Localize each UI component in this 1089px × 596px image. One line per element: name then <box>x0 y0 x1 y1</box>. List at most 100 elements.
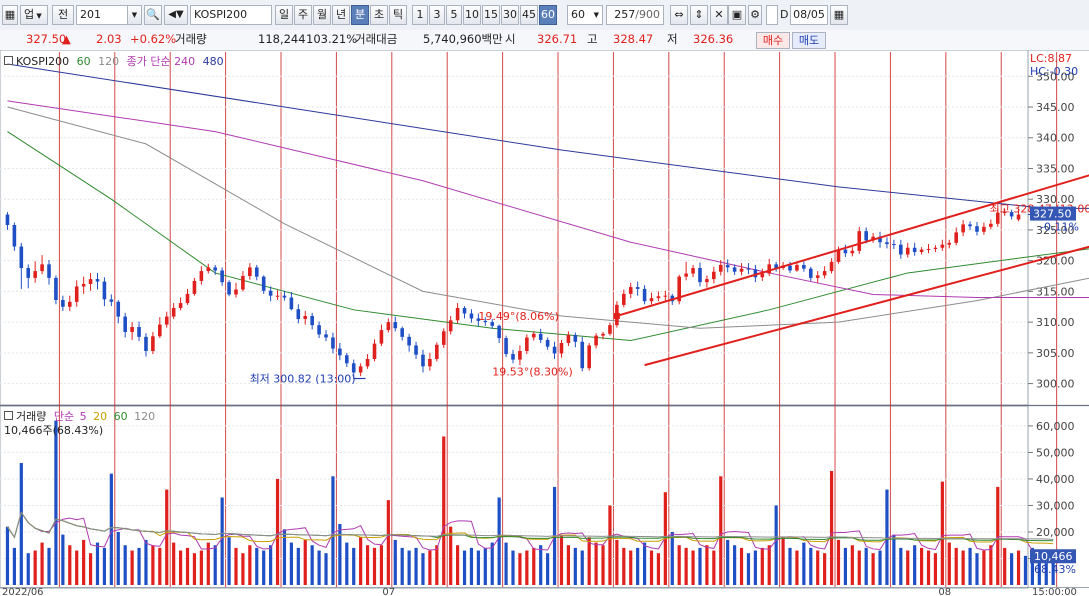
candle-body-32 <box>227 282 231 295</box>
volume-bar-59 <box>414 547 418 585</box>
count-value: 257 <box>614 8 636 21</box>
count-total: /900 <box>635 8 660 21</box>
volume-tick-label-3: 40,000 <box>1036 473 1075 486</box>
interval-button-0[interactable]: 1 <box>412 5 428 25</box>
candle-body-129 <box>899 244 903 255</box>
period-button-5[interactable]: 초 <box>370 5 388 25</box>
calendar-icon[interactable]: ▦ <box>830 5 848 25</box>
ma60-legend: 60 <box>76 55 91 68</box>
interval-button-1[interactable]: 3 <box>429 5 445 25</box>
candle-body-45 <box>317 325 321 335</box>
category-select[interactable]: 업 ▼ <box>20 5 48 25</box>
candle-body-111 <box>774 264 778 269</box>
candle-body-2 <box>19 246 24 269</box>
period-button-0[interactable]: 일 <box>275 5 293 25</box>
compress-icon[interactable]: ⇔ <box>670 5 688 25</box>
candle-body-31 <box>220 270 224 283</box>
volume-legend: 거래량 단순 5 20 60 120 <box>4 408 155 424</box>
chart-type-icon[interactable]: ▦ <box>2 5 18 25</box>
candle-body-136 <box>947 242 952 245</box>
candle-body-103 <box>718 264 723 272</box>
candle-body-4 <box>33 271 37 278</box>
settings-icon[interactable]: ⚙ <box>748 5 762 25</box>
volume-bar-40 <box>282 529 287 585</box>
code-input[interactable]: 201 <box>76 5 142 25</box>
volume-bar-23 <box>165 489 169 585</box>
date-checkbox[interactable] <box>766 5 778 25</box>
volume-bar-97 <box>677 545 681 585</box>
volume-bar-129 <box>899 547 903 585</box>
candle-body-47 <box>331 337 335 349</box>
period-button-4[interactable]: 분 <box>351 5 369 25</box>
name-field[interactable]: KOSPI200 <box>190 5 272 25</box>
interval-select[interactable]: 60 ▼ <box>567 5 603 25</box>
candle-body-3 <box>26 268 31 278</box>
volume-bar-92 <box>642 542 647 585</box>
candle-body-38 <box>268 290 273 296</box>
volume-bar-137 <box>954 547 958 585</box>
volume-bar-48 <box>338 524 342 585</box>
volume-bar-39 <box>275 478 280 585</box>
volume-bar-75 <box>525 550 529 585</box>
interval-button-7[interactable]: 60 <box>539 5 557 25</box>
volume-bar-150 <box>1044 550 1048 585</box>
vma20-legend: 20 <box>93 410 108 423</box>
candle-body-106 <box>739 268 744 272</box>
candle-body-107 <box>746 268 751 270</box>
period-button-2[interactable]: 월 <box>313 5 331 25</box>
date-input[interactable]: 08/05 <box>790 5 828 25</box>
candle-body-115 <box>802 264 806 269</box>
expand-icon[interactable]: ⇕ <box>690 5 708 25</box>
volume-bar-106 <box>739 547 744 585</box>
period-button-6[interactable]: 틱 <box>389 5 407 25</box>
ma240-legend: 종가 단순 240 <box>126 55 196 68</box>
crosshair-icon[interactable]: ✕ <box>710 5 728 25</box>
price-tick-label-6: 330.00 <box>1036 193 1075 206</box>
search-icon[interactable]: 🔍 <box>144 5 162 25</box>
candle-body-132 <box>919 249 924 253</box>
interval-button-4[interactable]: 15 <box>482 5 500 25</box>
candle-body-61 <box>428 358 432 367</box>
interval-button-6[interactable]: 45 <box>520 5 538 25</box>
current-price-marker-pct: -0.11% <box>1040 221 1079 234</box>
candle-body-11 <box>81 284 86 287</box>
candle-body-27 <box>192 280 197 294</box>
candle-body-130 <box>905 247 910 255</box>
code-dropdown-icon[interactable]: ▼ <box>127 5 142 25</box>
save-icon[interactable]: ▣ <box>728 5 746 25</box>
volume-bar-69 <box>483 547 487 585</box>
candle-body-100 <box>698 268 702 283</box>
volume-bar-45 <box>317 550 321 585</box>
buy-button[interactable]: 매수 <box>756 32 790 49</box>
period-button-1[interactable]: 주 <box>294 5 312 25</box>
interval-button-5[interactable]: 30 <box>501 5 519 25</box>
candle-body-89 <box>622 293 626 305</box>
candle-body-46 <box>324 334 328 338</box>
high-value: 328.47 <box>613 32 654 46</box>
mode-button[interactable]: 전 <box>52 5 74 25</box>
count-field[interactable]: 257/900 <box>606 5 664 25</box>
period-button-3[interactable]: 년 <box>332 5 350 25</box>
volume-bar-77 <box>539 545 543 585</box>
quote-bar: 327.50 ▲ 2.03 +0.62% 거래량 118,244 103.21%… <box>0 30 1089 51</box>
candle-body-8 <box>61 299 65 307</box>
name-value: KOSPI200 <box>194 8 248 21</box>
volume-bar-27 <box>192 553 197 585</box>
x-label-2: 08 <box>938 587 951 596</box>
speaker-icon[interactable]: ◀▼ <box>164 5 188 25</box>
volume-bar-14 <box>102 547 107 585</box>
candle-body-53 <box>372 343 377 359</box>
volume-bar-63 <box>442 436 446 585</box>
volume-bar-96 <box>670 531 674 585</box>
candle-body-54 <box>379 330 384 344</box>
interval-button-3[interactable]: 10 <box>463 5 481 25</box>
chart-area[interactable]: 300.00305.00310.00315.00320.00325.00330.… <box>0 50 1089 596</box>
volume-bar-105 <box>733 545 737 585</box>
price-change-pct: +0.62% <box>130 32 177 46</box>
candle-body-81 <box>566 335 571 344</box>
volume-bar-139 <box>968 547 972 585</box>
volume-bar-18 <box>130 550 134 585</box>
candle-body-0 <box>5 214 10 226</box>
sell-button[interactable]: 매도 <box>792 32 826 49</box>
interval-button-2[interactable]: 5 <box>446 5 462 25</box>
